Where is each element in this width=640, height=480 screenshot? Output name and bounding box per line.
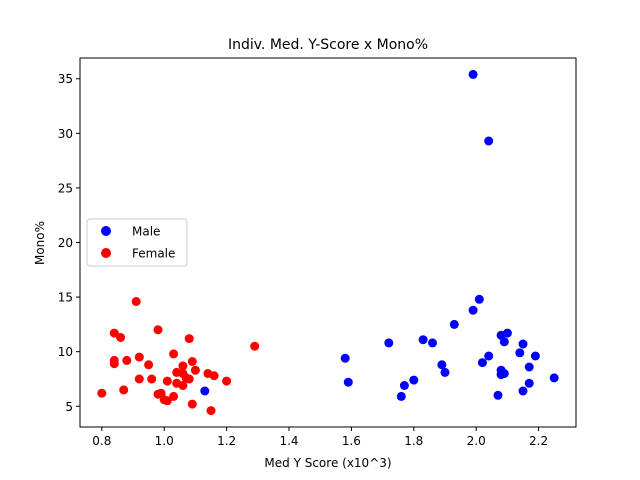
point-male-0 [468,69,478,79]
point-female-11 [109,359,119,369]
x-tick-label: 1.4 [279,434,298,448]
point-female-24 [222,376,232,386]
point-male-20 [440,367,450,377]
point-male-16 [477,358,487,368]
y-tick-label: 5 [65,400,73,414]
point-female-9 [122,355,132,365]
legend-marker-male [101,226,111,236]
point-male-31 [396,391,406,401]
x-tick-label: 1.2 [217,434,236,448]
point-female-31 [169,391,179,401]
x-axis-ticks: 0.8 1.0 1.2 1.4 1.6 1.8 2.0 2.2 [92,427,548,448]
x-tick-label: 1.0 [155,434,174,448]
point-male-7 [418,335,428,345]
point-female-33 [162,396,172,406]
point-male-10 [428,338,437,348]
point-female-4 [184,334,194,344]
x-tick-label: 2.0 [467,434,486,448]
y-axis-ticks: 5 10 15 20 25 30 35 [58,72,80,414]
point-male-28 [200,386,210,396]
point-female-23 [162,376,172,386]
point-male-15 [340,353,350,363]
x-tick-label: 0.8 [92,434,111,448]
plot-marks [97,69,559,416]
chart-title: Indiv. Med. Y-Score x Mono% [228,37,428,53]
point-female-7 [134,352,144,362]
point-male-18 [524,362,534,372]
legend: Male Female [86,218,188,267]
y-tick-label: 35 [58,72,73,86]
point-male-14 [530,351,540,361]
point-female-35 [206,406,216,416]
point-female-28 [97,388,107,398]
point-male-24 [409,375,419,385]
point-male-17 [437,360,447,370]
y-tick-label: 20 [58,236,73,250]
point-female-1 [153,325,163,335]
legend-label-female: Female [132,247,175,261]
x-tick-label: 2.2 [529,434,548,448]
point-female-14 [190,365,200,375]
point-female-12 [144,360,154,370]
y-tick-label: 25 [58,181,73,195]
point-female-5 [250,341,260,351]
point-male-2 [474,294,484,304]
point-female-10 [187,357,197,366]
point-female-30 [153,389,163,399]
y-tick-label: 15 [58,291,73,305]
y-axis-label: Mono% [33,221,47,265]
point-male-11 [518,339,528,349]
point-female-26 [178,381,188,390]
point-female-13 [178,361,188,371]
x-tick-label: 1.6 [342,434,361,448]
point-male-22 [496,370,506,380]
point-female-20 [134,374,144,384]
point-male-4 [449,319,459,329]
legend-box [86,218,188,267]
point-male-3 [468,305,478,315]
point-female-2 [109,328,119,338]
point-female-6 [169,349,179,359]
legend-label-male: Male [132,225,160,239]
plot-frame [79,57,577,428]
legend-marker-female [101,248,111,258]
point-male-9 [384,338,394,348]
point-female-3 [116,333,126,342]
point-female-27 [119,385,129,395]
point-male-13 [484,351,494,361]
point-female-21 [147,374,157,384]
point-female-34 [187,399,197,409]
point-male-26 [524,378,534,388]
point-male-29 [518,386,528,396]
point-male-1 [484,136,494,146]
point-female-0 [131,297,141,306]
point-male-27 [399,381,409,390]
point-male-30 [493,390,503,400]
x-tick-label: 1.8 [404,434,423,448]
point-male-25 [343,377,353,387]
x-axis-label: Med Y Score (x10^3) [264,456,391,470]
y-tick-label: 10 [58,345,73,359]
point-female-22 [184,374,194,384]
point-male-12 [515,348,525,358]
point-female-18 [209,371,219,381]
point-male-8 [499,337,509,347]
y-tick-label: 30 [58,127,73,141]
point-male-23 [549,373,559,383]
